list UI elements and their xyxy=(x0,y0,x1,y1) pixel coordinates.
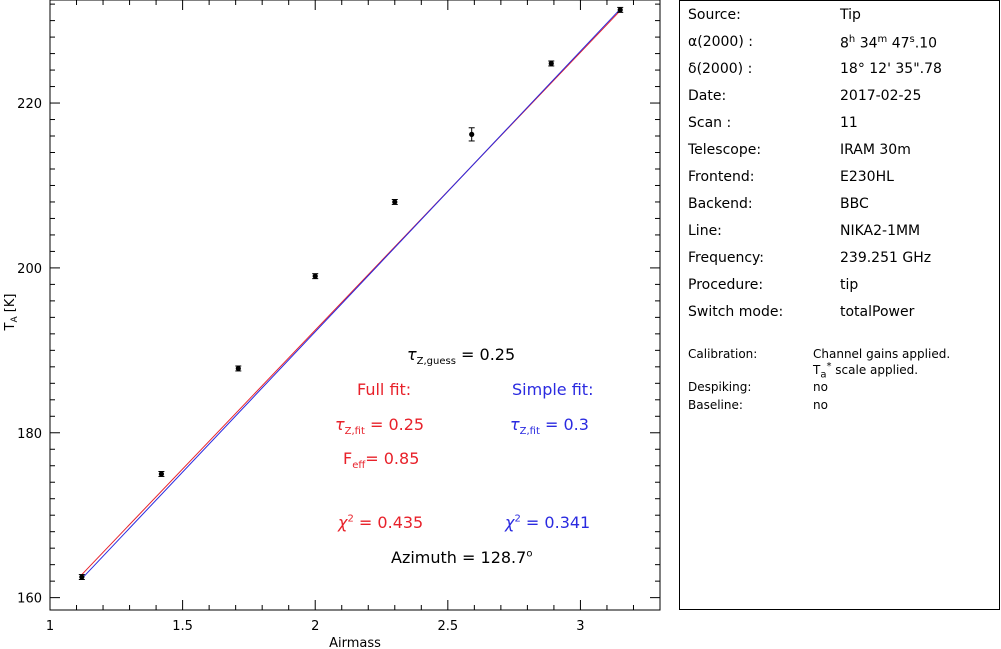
y-axis-label: TA [K] xyxy=(3,294,20,332)
x-tick-label: 1 xyxy=(46,619,54,634)
x-tick-label: 2.5 xyxy=(437,619,458,634)
data-point xyxy=(312,273,318,279)
tau-guess-annotation: τZ,guess = 0.25 xyxy=(407,345,516,368)
x-tick-label: 2 xyxy=(311,619,319,634)
scan-info-panel: Source: Tip α(2000) : 8h 34m 47s.10 δ(200… xyxy=(679,0,1000,610)
fit-line-full-fit xyxy=(81,10,621,575)
full-fit-chi2: χ2 = 0.435 xyxy=(338,513,424,532)
simple-fit-tau: τZ,fit = 0.3 xyxy=(510,415,589,438)
data-point xyxy=(469,131,475,137)
x-axis-label: Airmass xyxy=(329,636,381,649)
fit-line-simple-fit xyxy=(81,8,621,580)
ra-value: 8h 34m 47s.10 xyxy=(840,34,938,52)
full-fit-feff: Feff= 0.85 xyxy=(343,449,420,472)
y-tick-label: 220 xyxy=(17,97,42,112)
data-point xyxy=(158,471,164,477)
x-tick-label: 1.5 xyxy=(172,619,193,634)
data-point xyxy=(617,7,623,13)
simple-fit-title: Simple fit: xyxy=(512,380,594,399)
full-fit-title: Full fit: xyxy=(357,380,412,399)
data-point xyxy=(79,574,85,580)
x-tick-label: 3 xyxy=(576,619,584,634)
full-fit-tau: τZ,fit = 0.25 xyxy=(335,415,425,438)
y-tick-label: 180 xyxy=(17,427,42,442)
data-point xyxy=(392,199,398,205)
y-tick-label: 160 xyxy=(17,592,42,607)
data-point xyxy=(235,365,241,372)
data-point xyxy=(548,60,554,67)
tip-plot: 1 1.5 2 2.5 3 160 180 200 220 Airmass TA [K] xyxy=(3,0,661,649)
y-tick-label: 200 xyxy=(17,262,42,277)
plot-frame xyxy=(49,0,661,611)
azimuth-annotation: Azimuth = 128.7o xyxy=(391,548,533,567)
simple-fit-chi2: χ2 = 0.341 xyxy=(505,513,591,532)
